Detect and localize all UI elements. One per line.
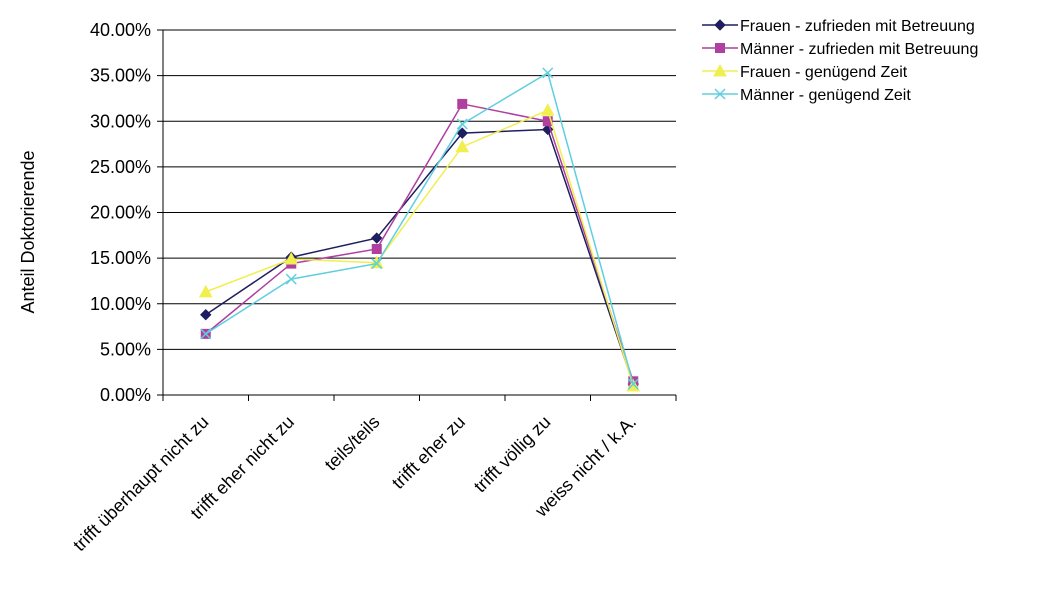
data-point: [371, 258, 383, 270]
y-tick-label: 20.00%: [90, 203, 151, 223]
data-point: [200, 328, 212, 340]
series-line: [205, 109, 634, 387]
legend-label: Männer - genügend Zeit: [740, 87, 911, 104]
gridlines: [163, 29, 676, 350]
legend-label: Frauen - zufrieden mit Betreuung: [740, 18, 975, 35]
y-axis-title: Anteil Doktorierende: [18, 150, 38, 313]
y-tick-label: 10.00%: [90, 294, 151, 314]
series-3: [198, 103, 641, 392]
y-tick-label: 15.00%: [90, 248, 151, 268]
y-tick-label: 40.00%: [90, 20, 151, 40]
data-point: [198, 284, 213, 298]
x-tick-label: trifft überhaupt nicht zu: [69, 412, 212, 555]
legend-marker: [714, 19, 726, 31]
legend-item: Frauen - zufrieden mit Betreuung: [702, 18, 975, 35]
series-line: [205, 71, 634, 385]
data-point: [542, 116, 553, 127]
y-tick-label: 25.00%: [90, 157, 151, 177]
data-point: [200, 308, 212, 321]
series-line: [205, 103, 634, 382]
data-point: [626, 378, 641, 392]
legend-label: Männer - zufrieden mit Betreuung: [740, 41, 978, 58]
legend-item: Frauen - genügend Zeit: [702, 63, 908, 81]
series-2: [200, 98, 639, 387]
x-tick-label: trifft völlig zu: [470, 412, 555, 497]
legend-marker: [714, 88, 726, 100]
series-4: [200, 67, 639, 390]
y-tick-label: 30.00%: [90, 111, 151, 131]
legend-marker: [713, 63, 727, 77]
data-point: [627, 378, 639, 390]
data-point: [285, 273, 297, 285]
legend-item: Männer - genügend Zeit: [702, 87, 911, 104]
y-tick-label: 35.00%: [90, 66, 151, 86]
y-tick-label: 0.00%: [100, 385, 151, 405]
axes: [157, 29, 677, 401]
legend: Frauen - zufrieden mit Betreuung Männer -…: [702, 18, 978, 104]
data-point: [456, 127, 468, 139]
data-point: [542, 67, 554, 79]
legend-marker: [715, 43, 725, 53]
data-point: [540, 103, 555, 116]
y-tick-labels: 0.00% 5.00% 10.00% 15.00% 20.00% 25.00% 30.00%…: [90, 20, 151, 405]
data-point: [457, 98, 468, 109]
legend-label: Frauen - genügend Zeit: [740, 64, 908, 81]
y-tick-label: 5.00%: [100, 339, 151, 359]
series-line: [205, 128, 634, 385]
data-point: [456, 118, 468, 130]
legend-item: Männer - zufrieden mit Betreuung: [702, 41, 978, 58]
series-group: [198, 67, 641, 392]
data-point: [371, 244, 382, 254]
x-tick-label: teils/teils: [321, 412, 384, 475]
data-point: [371, 232, 383, 244]
x-tick-label: trifft eher zu: [388, 412, 469, 493]
data-point: [284, 251, 299, 265]
data-point: [455, 139, 470, 153]
